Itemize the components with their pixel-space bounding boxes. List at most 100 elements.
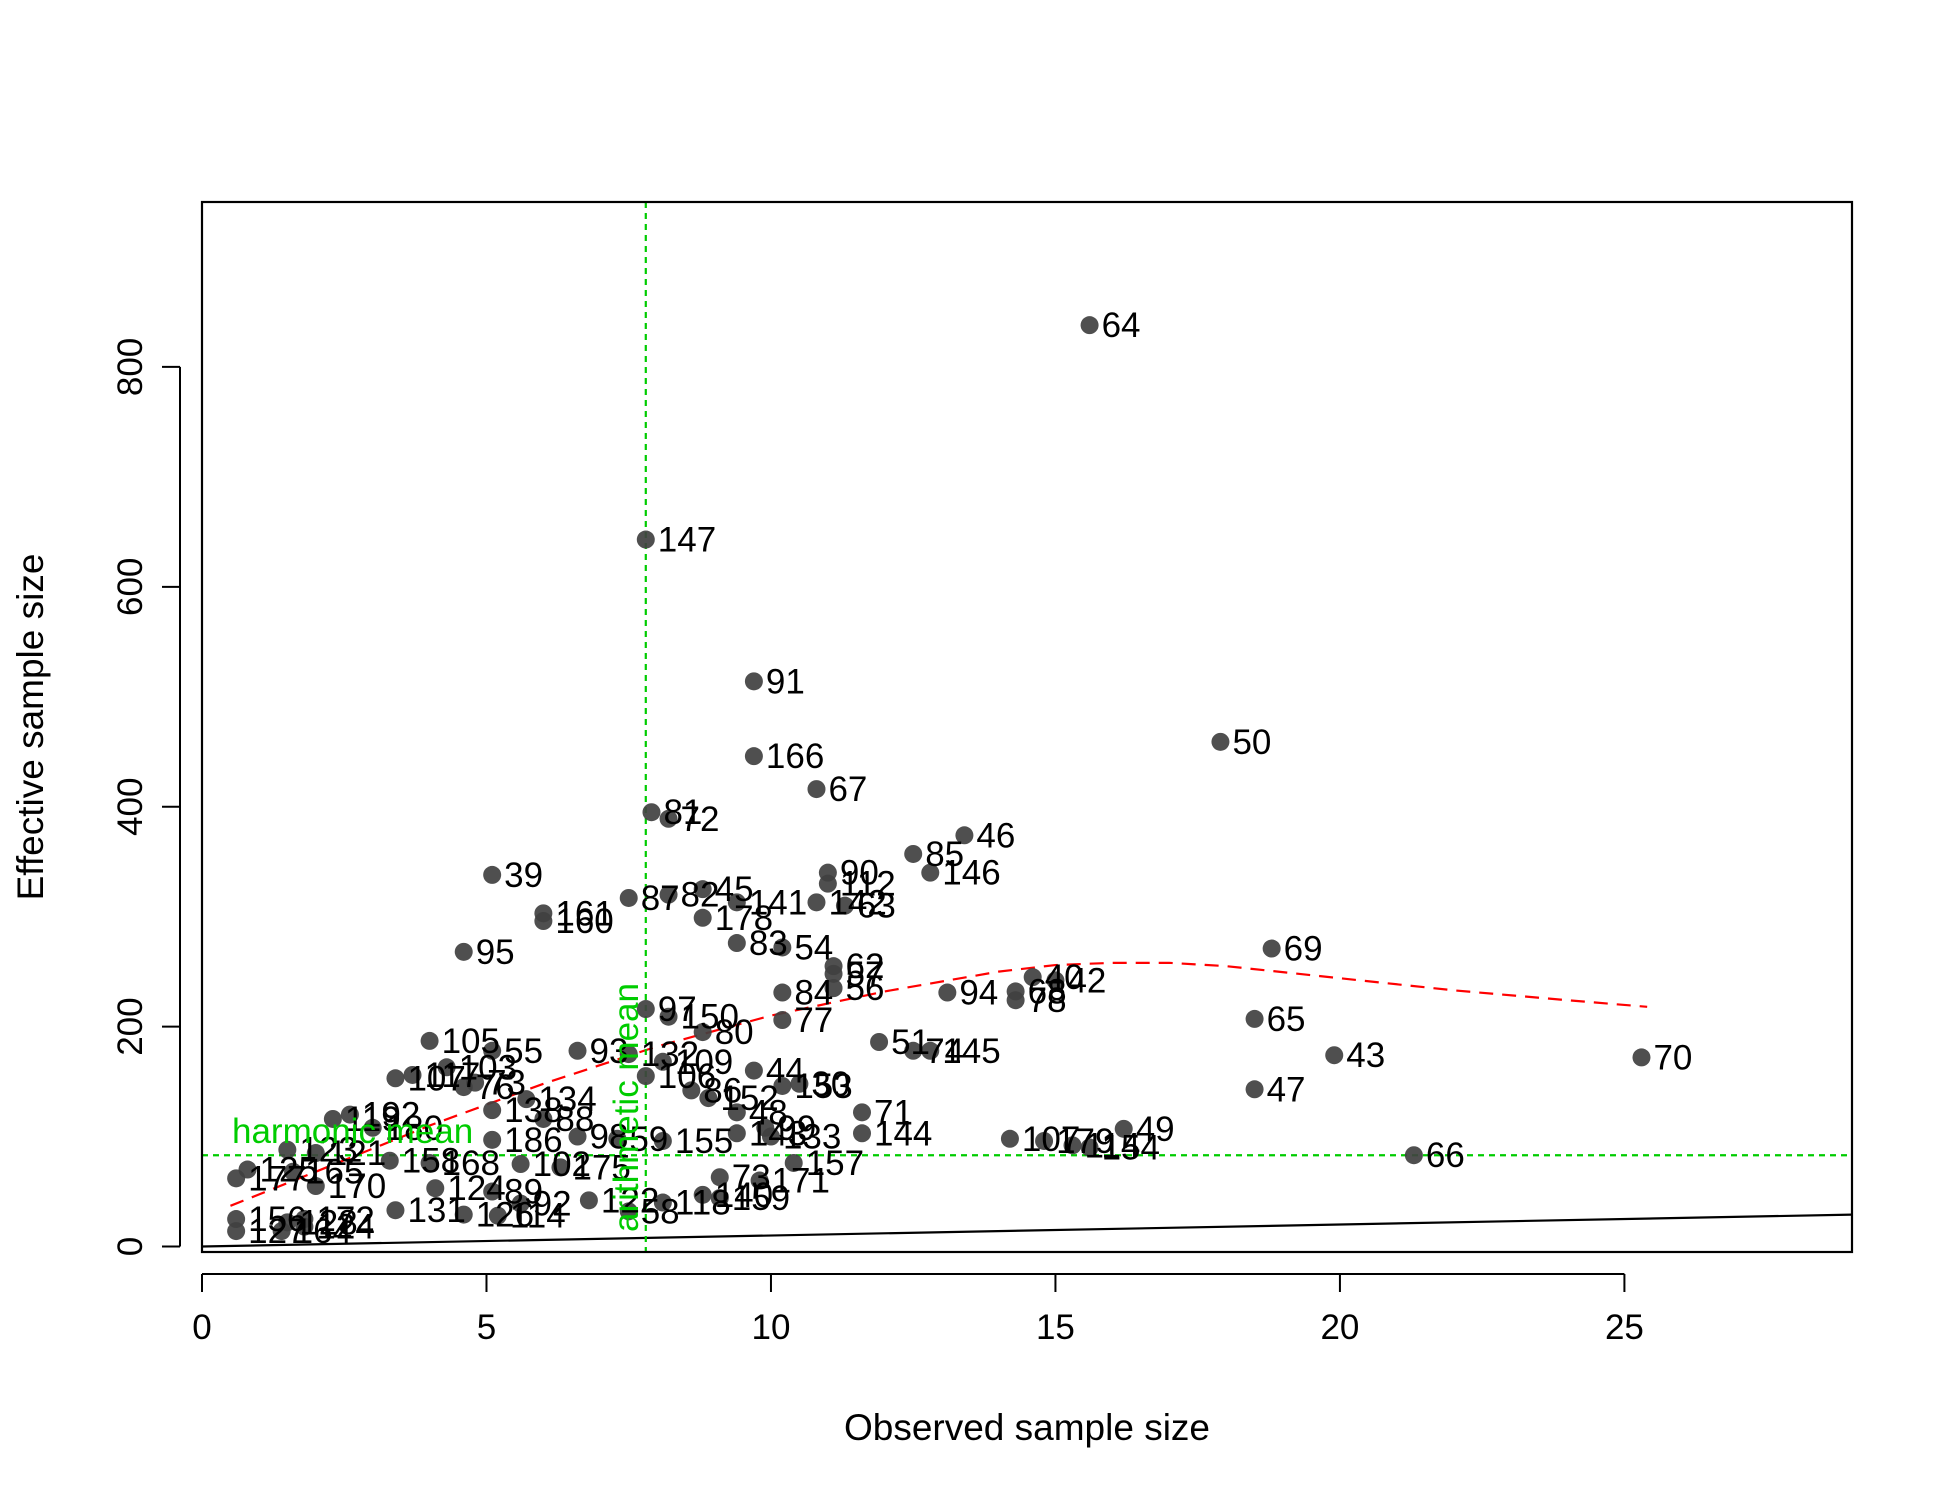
point-label: 157 bbox=[806, 1144, 864, 1183]
data-point bbox=[1114, 1119, 1133, 1138]
fitted-lines bbox=[202, 961, 1852, 1248]
data-point bbox=[386, 1069, 405, 1088]
x-tick-label: 15 bbox=[1036, 1308, 1075, 1347]
y-tick-label: 400 bbox=[111, 778, 150, 836]
data-point bbox=[227, 1169, 246, 1188]
point-label: 69 bbox=[1284, 930, 1323, 969]
data-point bbox=[551, 1158, 570, 1177]
point-label: 84 bbox=[794, 974, 833, 1013]
data-point bbox=[1245, 1080, 1264, 1099]
data-point bbox=[454, 942, 473, 961]
data-point bbox=[403, 1065, 422, 1084]
point-label: 117 bbox=[425, 1056, 481, 1095]
data-point bbox=[534, 912, 553, 931]
point-label: 103 bbox=[459, 1048, 517, 1087]
data-point bbox=[773, 1011, 792, 1030]
point-label: 147 bbox=[658, 521, 716, 560]
data-point bbox=[437, 1058, 456, 1077]
y-tick-label: 0 bbox=[111, 1237, 150, 1256]
arithmetic-mean-label: arithmetic mean bbox=[607, 983, 646, 1232]
x-axis: 0 5 10 15 20 25 bbox=[192, 1273, 1644, 1347]
data-point bbox=[727, 1103, 746, 1122]
data-point bbox=[534, 1109, 553, 1128]
point-label: 51 bbox=[891, 1023, 930, 1062]
data-point bbox=[483, 1041, 502, 1060]
point-label: 89 bbox=[504, 1173, 543, 1212]
data-point bbox=[921, 863, 940, 882]
data-point bbox=[835, 896, 854, 915]
data-point bbox=[938, 983, 957, 1002]
point-label: 76 bbox=[476, 1068, 515, 1107]
data-point bbox=[807, 893, 826, 912]
identity-line bbox=[202, 1213, 1852, 1248]
data-point bbox=[955, 826, 974, 845]
point-label: 42 bbox=[1067, 961, 1106, 1000]
point-label: 155 bbox=[675, 1122, 733, 1161]
point-label: 87 bbox=[641, 879, 680, 918]
data-point bbox=[904, 1041, 923, 1060]
point-label: 62 bbox=[846, 947, 885, 986]
data-point bbox=[278, 1140, 297, 1159]
data-point bbox=[483, 1130, 502, 1149]
point-label: 74 bbox=[925, 1032, 964, 1071]
data-point bbox=[568, 1127, 587, 1146]
data-point bbox=[636, 530, 655, 549]
data-point bbox=[699, 1089, 718, 1108]
data-point bbox=[761, 1127, 780, 1146]
data-point bbox=[483, 1182, 502, 1201]
data-point bbox=[284, 1162, 303, 1181]
data-point bbox=[710, 1189, 729, 1208]
point-label: 44 bbox=[766, 1052, 805, 1091]
data-point bbox=[824, 964, 843, 983]
reference-labels: harmonic mean arithmetic mean bbox=[232, 983, 646, 1232]
data-points bbox=[227, 316, 1651, 1241]
data-point bbox=[568, 1041, 587, 1060]
point-label: 145 bbox=[942, 1032, 1000, 1071]
point-label: 109 bbox=[675, 1043, 733, 1082]
data-point bbox=[824, 979, 843, 998]
point-label: 66 bbox=[1426, 1136, 1465, 1175]
point-label: 164 bbox=[294, 1212, 352, 1251]
data-point bbox=[306, 1144, 325, 1163]
point-label: 168 bbox=[442, 1144, 500, 1183]
point-label: 107 bbox=[407, 1059, 465, 1098]
data-point bbox=[659, 809, 678, 828]
point-label: 86 bbox=[703, 1071, 742, 1110]
point-label: 131 bbox=[407, 1191, 465, 1230]
data-point bbox=[619, 1045, 638, 1064]
point-label: 123 bbox=[299, 1131, 357, 1170]
point-label: 45 bbox=[715, 870, 754, 909]
point-label: 90 bbox=[840, 854, 879, 893]
point-label: 121 bbox=[328, 1134, 386, 1173]
point-label: 144 bbox=[874, 1114, 932, 1153]
x-tick-label: 25 bbox=[1605, 1308, 1644, 1347]
point-label: 171 bbox=[772, 1162, 830, 1201]
data-point bbox=[420, 1153, 439, 1172]
point-label: 49 bbox=[1136, 1110, 1175, 1149]
point-label: 46 bbox=[976, 816, 1015, 855]
point-label: 158 bbox=[402, 1142, 460, 1181]
data-point bbox=[773, 938, 792, 957]
data-point bbox=[454, 1078, 473, 1097]
data-point bbox=[653, 1052, 672, 1071]
point-label: 73 bbox=[487, 1064, 526, 1103]
point-label: 180 bbox=[385, 1109, 443, 1148]
data-point bbox=[744, 747, 763, 766]
data-point bbox=[1006, 991, 1025, 1010]
point-label: 94 bbox=[959, 974, 998, 1013]
point-label: 172 bbox=[316, 1200, 374, 1239]
data-point bbox=[323, 1109, 342, 1128]
point-label: 192 bbox=[362, 1096, 420, 1135]
point-label: 78 bbox=[1028, 981, 1067, 1020]
data-point bbox=[227, 1222, 246, 1241]
point-label: 81 bbox=[663, 793, 702, 832]
point-label: 102 bbox=[533, 1145, 591, 1184]
point-label: 143 bbox=[749, 1114, 807, 1153]
data-point bbox=[870, 1033, 889, 1051]
x-axis-label: Observed sample size bbox=[844, 1407, 1210, 1448]
point-label: 92 bbox=[533, 1185, 572, 1224]
point-label: 124 bbox=[447, 1169, 505, 1208]
data-point bbox=[1632, 1048, 1651, 1067]
